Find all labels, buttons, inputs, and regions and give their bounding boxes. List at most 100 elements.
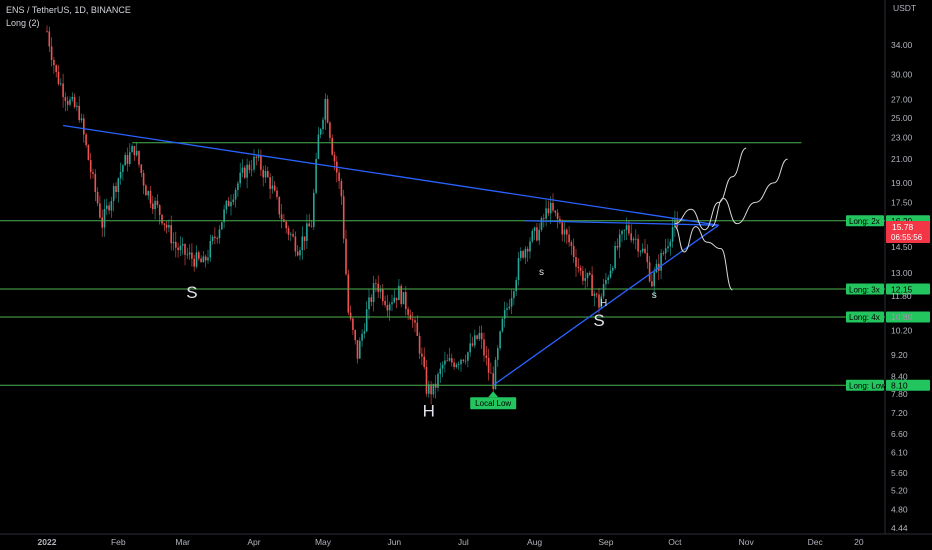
candle-body: [237, 183, 239, 190]
candle-body: [317, 134, 320, 159]
candle: [480, 325, 483, 349]
candle-body: [138, 150, 140, 165]
candle-body: [602, 284, 605, 297]
candle: [474, 329, 476, 349]
price-tick-label: 8.40: [891, 372, 908, 382]
pattern-label: S: [593, 311, 604, 330]
price-tick-label: 13.00: [891, 268, 913, 278]
projection-1: [674, 147, 747, 231]
candle-body: [393, 297, 396, 303]
candle: [260, 149, 262, 176]
candle: [526, 246, 529, 262]
trendline-neckline: [525, 220, 719, 226]
candle: [262, 165, 264, 187]
candle: [549, 196, 552, 224]
candle-body: [501, 318, 504, 332]
candle-body: [589, 272, 591, 275]
candle-body: [490, 372, 492, 374]
candle-body: [499, 331, 501, 349]
candle: [244, 165, 246, 180]
candle: [221, 221, 223, 231]
candle-body: [522, 251, 524, 258]
candle: [379, 285, 382, 299]
candle: [356, 340, 359, 364]
candle-body: [152, 203, 154, 210]
candle: [451, 353, 453, 367]
candle-body: [349, 312, 352, 319]
candle: [441, 361, 444, 378]
candle: [280, 204, 283, 229]
candle: [142, 169, 145, 195]
candle: [524, 246, 527, 265]
candle: [584, 268, 586, 289]
candle: [191, 243, 193, 267]
candle-body: [319, 129, 322, 135]
candle-body: [510, 298, 513, 307]
candle-body: [71, 97, 74, 100]
candle: [119, 162, 122, 185]
candle-body: [467, 352, 469, 361]
candle-body: [329, 122, 331, 138]
candle-body: [391, 302, 393, 305]
candle-body: [216, 238, 218, 239]
candle-body: [379, 288, 382, 292]
axis-price-tag-label: 8.10: [891, 381, 908, 391]
candle: [547, 200, 550, 217]
trendline-descending-resistance: [63, 124, 719, 226]
candle-body: [398, 285, 400, 301]
candle: [529, 237, 531, 259]
candle-body: [322, 119, 324, 130]
candle-body: [94, 173, 97, 192]
candle-body: [614, 245, 616, 268]
candle: [172, 232, 175, 251]
candle-body: [471, 343, 474, 346]
candle-body: [655, 263, 658, 273]
candle: [246, 158, 248, 189]
projection-2: [711, 158, 788, 228]
candle-body: [76, 105, 78, 107]
candle-body: [623, 230, 626, 231]
candle: [106, 198, 108, 215]
candle-body: [80, 118, 83, 121]
candle-body: [494, 359, 497, 390]
candle: [345, 229, 347, 276]
candle: [117, 177, 120, 203]
candle-body: [306, 223, 308, 241]
candle: [338, 168, 340, 190]
level-tag-long-2x: [846, 215, 884, 227]
candle: [168, 219, 170, 233]
candle: [223, 204, 225, 229]
candle-body: [200, 258, 202, 263]
candle: [66, 96, 69, 111]
candle: [232, 193, 235, 206]
candle: [145, 183, 147, 196]
candle-body: [135, 150, 138, 156]
candle-body: [639, 251, 642, 253]
candle-body: [474, 335, 476, 346]
candle: [598, 287, 600, 314]
candle: [434, 375, 437, 399]
candle: [122, 164, 124, 181]
candle-body: [285, 221, 287, 229]
candle-body: [73, 97, 76, 107]
candle: [230, 194, 232, 216]
candle-body: [191, 252, 193, 259]
candle: [464, 354, 467, 365]
candle-body: [154, 200, 156, 210]
candle: [554, 210, 557, 217]
candle: [46, 25, 48, 33]
candle-body: [455, 364, 458, 367]
candle-body: [122, 165, 124, 172]
candle-body: [99, 203, 101, 218]
candle-body: [437, 374, 439, 388]
candle: [425, 359, 428, 397]
candle: [510, 289, 513, 314]
candle-body: [85, 134, 87, 146]
candle-body: [269, 177, 271, 189]
candle-body: [165, 224, 168, 228]
candle: [630, 224, 632, 243]
candle-body: [526, 248, 529, 252]
candle: [315, 152, 317, 195]
candle-body: [315, 158, 317, 193]
